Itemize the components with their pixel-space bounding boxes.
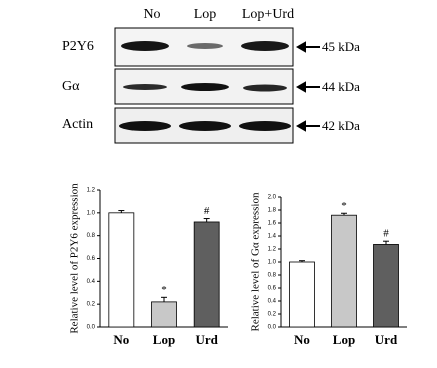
blot-bands <box>119 41 291 131</box>
bar <box>193 221 220 328</box>
y-tick-label: 0.0 <box>87 325 96 331</box>
y-tick-label: 0.2 <box>268 312 277 318</box>
bar <box>151 301 177 328</box>
y-axis-label: Relative level of Gα expression <box>250 192 262 331</box>
annotation: * <box>341 200 347 212</box>
bar <box>108 212 135 328</box>
bar <box>289 261 315 328</box>
x-tick-label: Lop <box>153 332 175 347</box>
bar <box>373 244 399 328</box>
x-tick-label: No <box>113 332 129 347</box>
y-tick-label: 1.2 <box>268 247 277 253</box>
annotation: # <box>383 228 389 240</box>
row-label: Actin <box>62 117 93 132</box>
arrows <box>295 41 320 132</box>
y-tick-label: 1.6 <box>268 221 277 227</box>
y-axis-label: Relative level of P2Y6 expression <box>69 183 81 334</box>
y-tick-label: 0.6 <box>268 286 277 292</box>
y-tick-label: 0.6 <box>87 256 96 262</box>
x-tick-label: Urd <box>375 332 398 347</box>
lane-label: Lop+Urd <box>242 7 294 22</box>
row-label: Gα <box>62 79 80 94</box>
x-tick-label: No <box>294 332 310 347</box>
y-tick-label: 2.0 <box>268 195 277 201</box>
size-label: 44 kDa <box>322 79 360 94</box>
lane-label: No <box>143 7 160 22</box>
annotation: * <box>161 284 167 296</box>
y-tick-label: 1.8 <box>268 208 277 214</box>
y-tick-label: 1.2 <box>87 188 96 194</box>
y-tick-label: 1.4 <box>268 234 277 240</box>
size-label: 42 kDa <box>322 118 360 133</box>
lane-label: Lop <box>194 7 217 22</box>
y-tick-label: 0.2 <box>87 302 96 308</box>
x-tick-label: Lop <box>333 332 355 347</box>
y-tick-label: 1.0 <box>268 260 277 266</box>
annotation: # <box>204 205 210 217</box>
bar <box>331 214 357 328</box>
x-tick-label: Urd <box>195 332 218 347</box>
y-tick-label: 0.8 <box>87 233 96 239</box>
row-label: P2Y6 <box>62 39 94 54</box>
y-tick-label: 0.8 <box>268 273 277 279</box>
y-tick-label: 0.0 <box>268 325 277 331</box>
y-tick-label: 0.4 <box>87 279 96 285</box>
y-tick-label: 1.0 <box>87 210 96 216</box>
y-tick-label: 0.4 <box>268 299 277 305</box>
size-label: 45 kDa <box>322 39 360 54</box>
